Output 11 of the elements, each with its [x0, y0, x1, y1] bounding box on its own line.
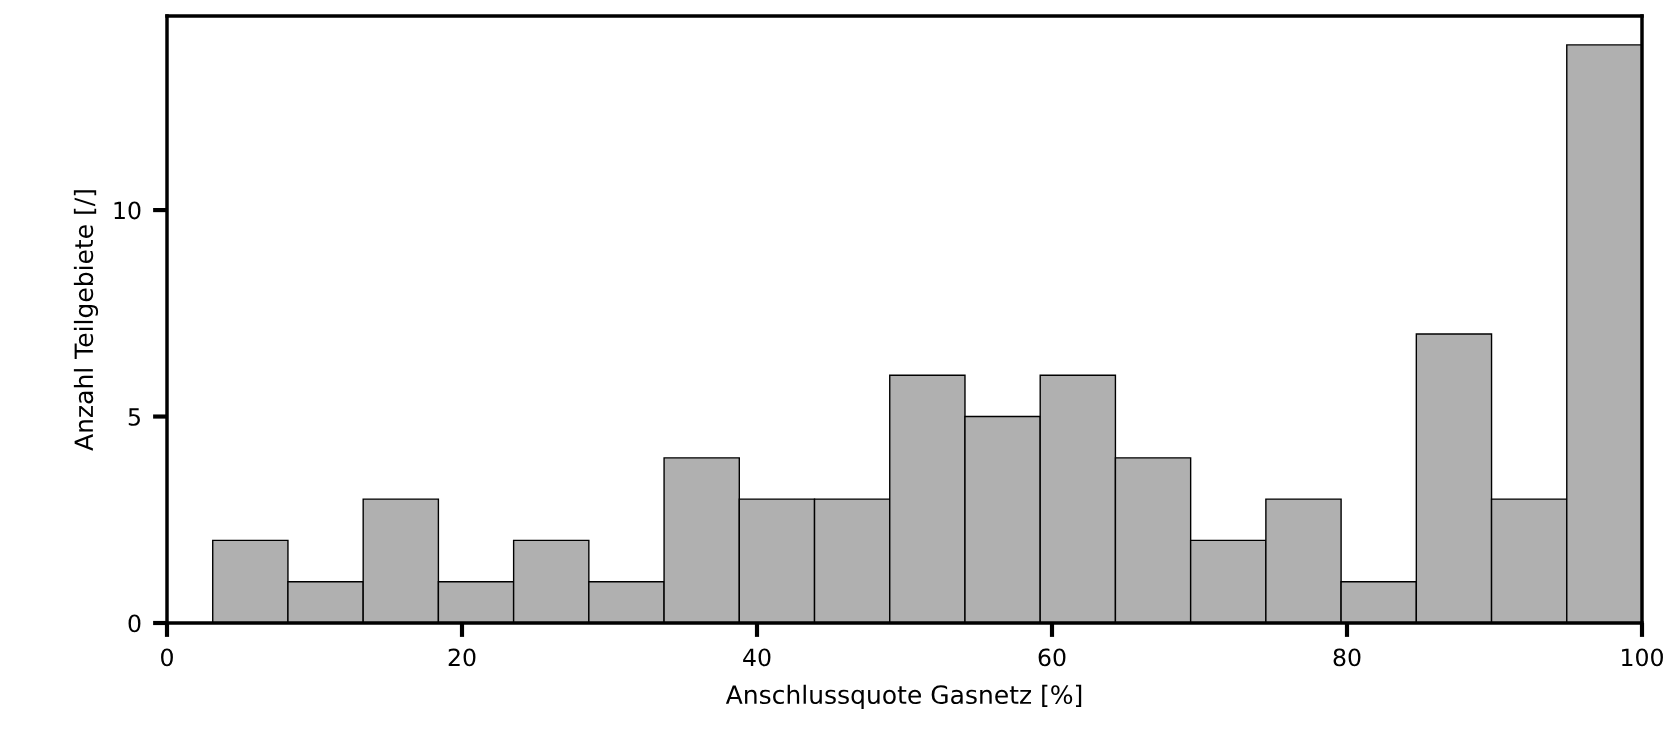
x-tick-label: 60: [1038, 648, 1066, 667]
y-tick-label: 0: [128, 614, 141, 633]
x-tick-label: 80: [1333, 648, 1361, 667]
x-axis-title: Anschlussquote Gasnetz [%]: [725, 684, 1082, 709]
x-tick-label: 40: [743, 648, 771, 667]
y-tick-label: 5: [128, 408, 140, 426]
y-axis-title: Anzahl Teilgebiete [/]: [73, 190, 99, 451]
x-tick-label: 20: [448, 648, 476, 667]
y-tick-label: 10: [114, 201, 141, 220]
x-tick-label: 100: [1622, 648, 1663, 667]
x-tick-label: 0: [161, 648, 173, 667]
